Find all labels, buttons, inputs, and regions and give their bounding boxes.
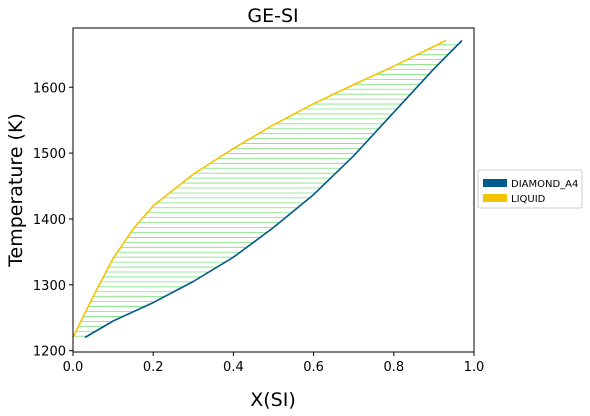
y-axis-label: Temperature (K) [5,113,27,268]
legend-label-liquid: LIQUID [511,194,546,205]
y-tick-label: 1300 [33,279,66,294]
series-line-diamond-a4 [84,39,463,339]
x-tick-label: 0.0 [63,360,84,375]
tie-lines [73,44,458,337]
x-axis-label: X(SI) [250,389,296,411]
y-tick-label: 1500 [33,147,66,162]
series-line-liquid [72,39,447,338]
legend-swatch-diamond-a4 [483,179,507,187]
x-tick-label: 1.0 [464,360,485,375]
x-tick-label: 0.2 [143,360,164,375]
series-lines [72,39,463,339]
y-tick-label: 1200 [33,345,66,360]
x-tick-label: 0.6 [303,360,324,375]
y-tick-label: 1600 [33,81,66,96]
x-tick-label: 0.4 [223,360,244,375]
chart-title: GE-SI [247,5,298,27]
legend-swatch-liquid [483,194,507,202]
legend: DIAMOND_A4 LIQUID [477,169,583,209]
legend-label-diamond-a4: DIAMOND_A4 [511,179,578,190]
y-tick-label: 1400 [33,213,66,228]
x-axis: 0.0 0.2 0.4 0.6 0.8 1.0 [63,352,485,375]
x-tick-label: 0.8 [383,360,404,375]
y-axis: 1200 1300 1400 1500 1600 [33,81,73,360]
plot-frame [72,27,475,353]
